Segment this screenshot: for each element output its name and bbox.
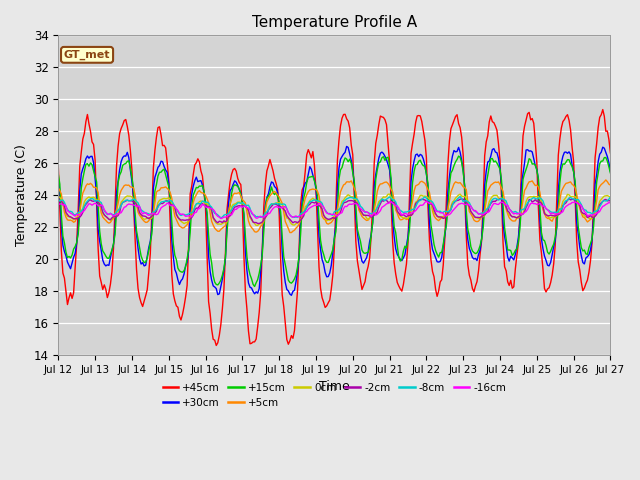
- -8cm: [389, 197, 397, 203]
- +30cm: [70, 254, 77, 260]
- +45cm: [212, 343, 220, 348]
- -2cm: [541, 211, 548, 216]
- +30cm: [390, 234, 398, 240]
- -2cm: [70, 216, 77, 222]
- +5cm: [70, 219, 77, 225]
- -8cm: [70, 212, 77, 217]
- Line: 0cm: 0cm: [58, 194, 611, 226]
- +5cm: [602, 177, 610, 183]
- -16cm: [401, 210, 409, 216]
- +30cm: [54, 175, 62, 181]
- -2cm: [371, 212, 378, 218]
- +15cm: [389, 204, 397, 210]
- +30cm: [607, 169, 614, 175]
- Title: Temperature Profile A: Temperature Profile A: [252, 15, 417, 30]
- Line: -2cm: -2cm: [58, 199, 611, 224]
- 0cm: [157, 197, 165, 203]
- Y-axis label: Temperature (C): Temperature (C): [15, 144, 28, 246]
- -8cm: [54, 197, 62, 203]
- -8cm: [607, 194, 614, 200]
- +15cm: [401, 243, 409, 249]
- -16cm: [542, 205, 550, 211]
- 0cm: [371, 212, 378, 218]
- +30cm: [403, 243, 410, 249]
- X-axis label: Time: Time: [319, 380, 349, 393]
- -2cm: [607, 198, 614, 204]
- +15cm: [70, 246, 77, 252]
- Line: +45cm: +45cm: [58, 109, 611, 346]
- -8cm: [401, 209, 409, 215]
- +45cm: [54, 163, 62, 169]
- Line: -8cm: -8cm: [58, 196, 611, 218]
- +5cm: [54, 185, 62, 191]
- Line: -16cm: -16cm: [58, 202, 611, 218]
- -2cm: [565, 196, 573, 202]
- 0cm: [70, 217, 77, 223]
- +30cm: [343, 144, 351, 149]
- 0cm: [389, 196, 397, 202]
- -2cm: [401, 213, 409, 219]
- -2cm: [389, 200, 397, 205]
- -2cm: [54, 198, 62, 204]
- +15cm: [542, 242, 550, 248]
- Legend: +45cm, +30cm, +15cm, +5cm, 0cm, -2cm, -8cm, -16cm: +45cm, +30cm, +15cm, +5cm, 0cm, -2cm, -8…: [158, 379, 510, 412]
- 0cm: [456, 191, 464, 197]
- -16cm: [54, 201, 62, 207]
- 0cm: [252, 223, 260, 228]
- +5cm: [389, 189, 397, 195]
- -16cm: [371, 210, 378, 216]
- +5cm: [541, 211, 548, 216]
- 0cm: [401, 215, 409, 221]
- Line: +15cm: +15cm: [58, 156, 611, 287]
- +45cm: [599, 107, 607, 112]
- -2cm: [157, 201, 165, 206]
- 0cm: [607, 194, 614, 200]
- +30cm: [287, 292, 295, 298]
- +15cm: [54, 171, 62, 177]
- +45cm: [389, 239, 397, 245]
- -8cm: [217, 215, 225, 221]
- -16cm: [607, 200, 614, 206]
- -8cm: [542, 206, 550, 212]
- -8cm: [456, 193, 464, 199]
- Line: +5cm: +5cm: [58, 180, 611, 233]
- +30cm: [372, 171, 380, 177]
- +15cm: [455, 153, 463, 159]
- +45cm: [70, 290, 77, 296]
- +45cm: [157, 132, 165, 138]
- +45cm: [541, 286, 548, 291]
- -16cm: [422, 199, 430, 204]
- +15cm: [157, 169, 165, 175]
- 0cm: [542, 212, 550, 217]
- +30cm: [542, 257, 550, 263]
- -16cm: [389, 200, 397, 206]
- +15cm: [251, 284, 259, 289]
- +5cm: [371, 207, 378, 213]
- -8cm: [371, 209, 378, 215]
- +45cm: [607, 150, 614, 156]
- -16cm: [217, 216, 225, 221]
- +5cm: [607, 182, 614, 188]
- +5cm: [287, 230, 295, 236]
- -16cm: [157, 205, 165, 211]
- Text: GT_met: GT_met: [64, 50, 110, 60]
- +5cm: [401, 216, 409, 221]
- +5cm: [157, 185, 165, 191]
- -2cm: [254, 221, 262, 227]
- +15cm: [371, 200, 378, 206]
- 0cm: [54, 194, 62, 200]
- +45cm: [401, 272, 409, 277]
- -8cm: [157, 199, 165, 205]
- -16cm: [70, 212, 77, 218]
- +45cm: [371, 160, 378, 166]
- +15cm: [607, 170, 614, 176]
- Line: +30cm: +30cm: [58, 146, 611, 295]
- +30cm: [157, 158, 165, 164]
